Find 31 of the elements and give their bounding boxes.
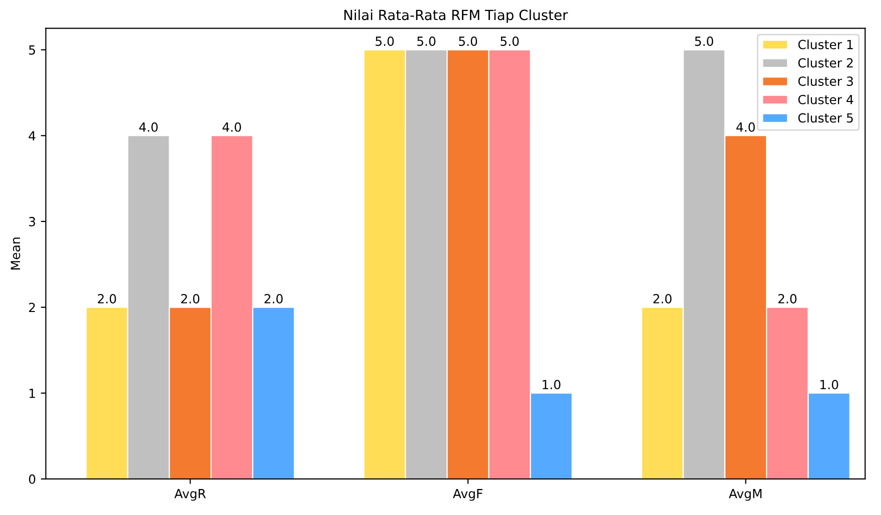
data-label: 4.0 [222,122,242,132]
data-label: 2.0 [778,294,796,304]
data-label: 2.0 [98,294,116,304]
y-tick-label: 0 [28,474,36,484]
data-label: 4.0 [736,122,755,132]
x-tick-label: AvgR [174,489,206,501]
legend-label: Cluster 2 [798,58,853,68]
y-tick-label: 2 [29,302,35,312]
data-label: 5.0 [376,36,394,46]
data-label: 5.0 [459,36,478,46]
data-label: 2.0 [181,294,200,304]
legend-label: Cluster 3 [798,76,853,86]
y-tick-label: 5 [29,45,35,55]
data-label: 5.0 [500,36,519,46]
data-label: 1.0 [542,380,560,390]
y-tick-label: 1 [30,388,35,398]
y-axis-title: Mean [10,238,20,270]
y-tick-label: 3 [29,216,36,226]
x-tick-label: AvgF [452,489,482,501]
data-label: 2.0 [653,294,672,304]
legend-label: Cluster 5 [798,112,853,123]
legend-label: Cluster 1 [798,40,853,50]
data-label: 5.0 [417,36,436,46]
data-label: 1.0 [820,380,838,390]
chart-title: Nilai Rata-Rata RFM Tiap Cluster [344,9,568,23]
data-label: 4.0 [139,122,158,132]
legend-label: Cluster 4 [798,94,854,104]
data-label: 5.0 [695,36,714,46]
x-tick-label: AvgM [728,489,762,501]
data-label: 2.0 [264,294,283,304]
y-tick-label: 4 [28,131,36,140]
